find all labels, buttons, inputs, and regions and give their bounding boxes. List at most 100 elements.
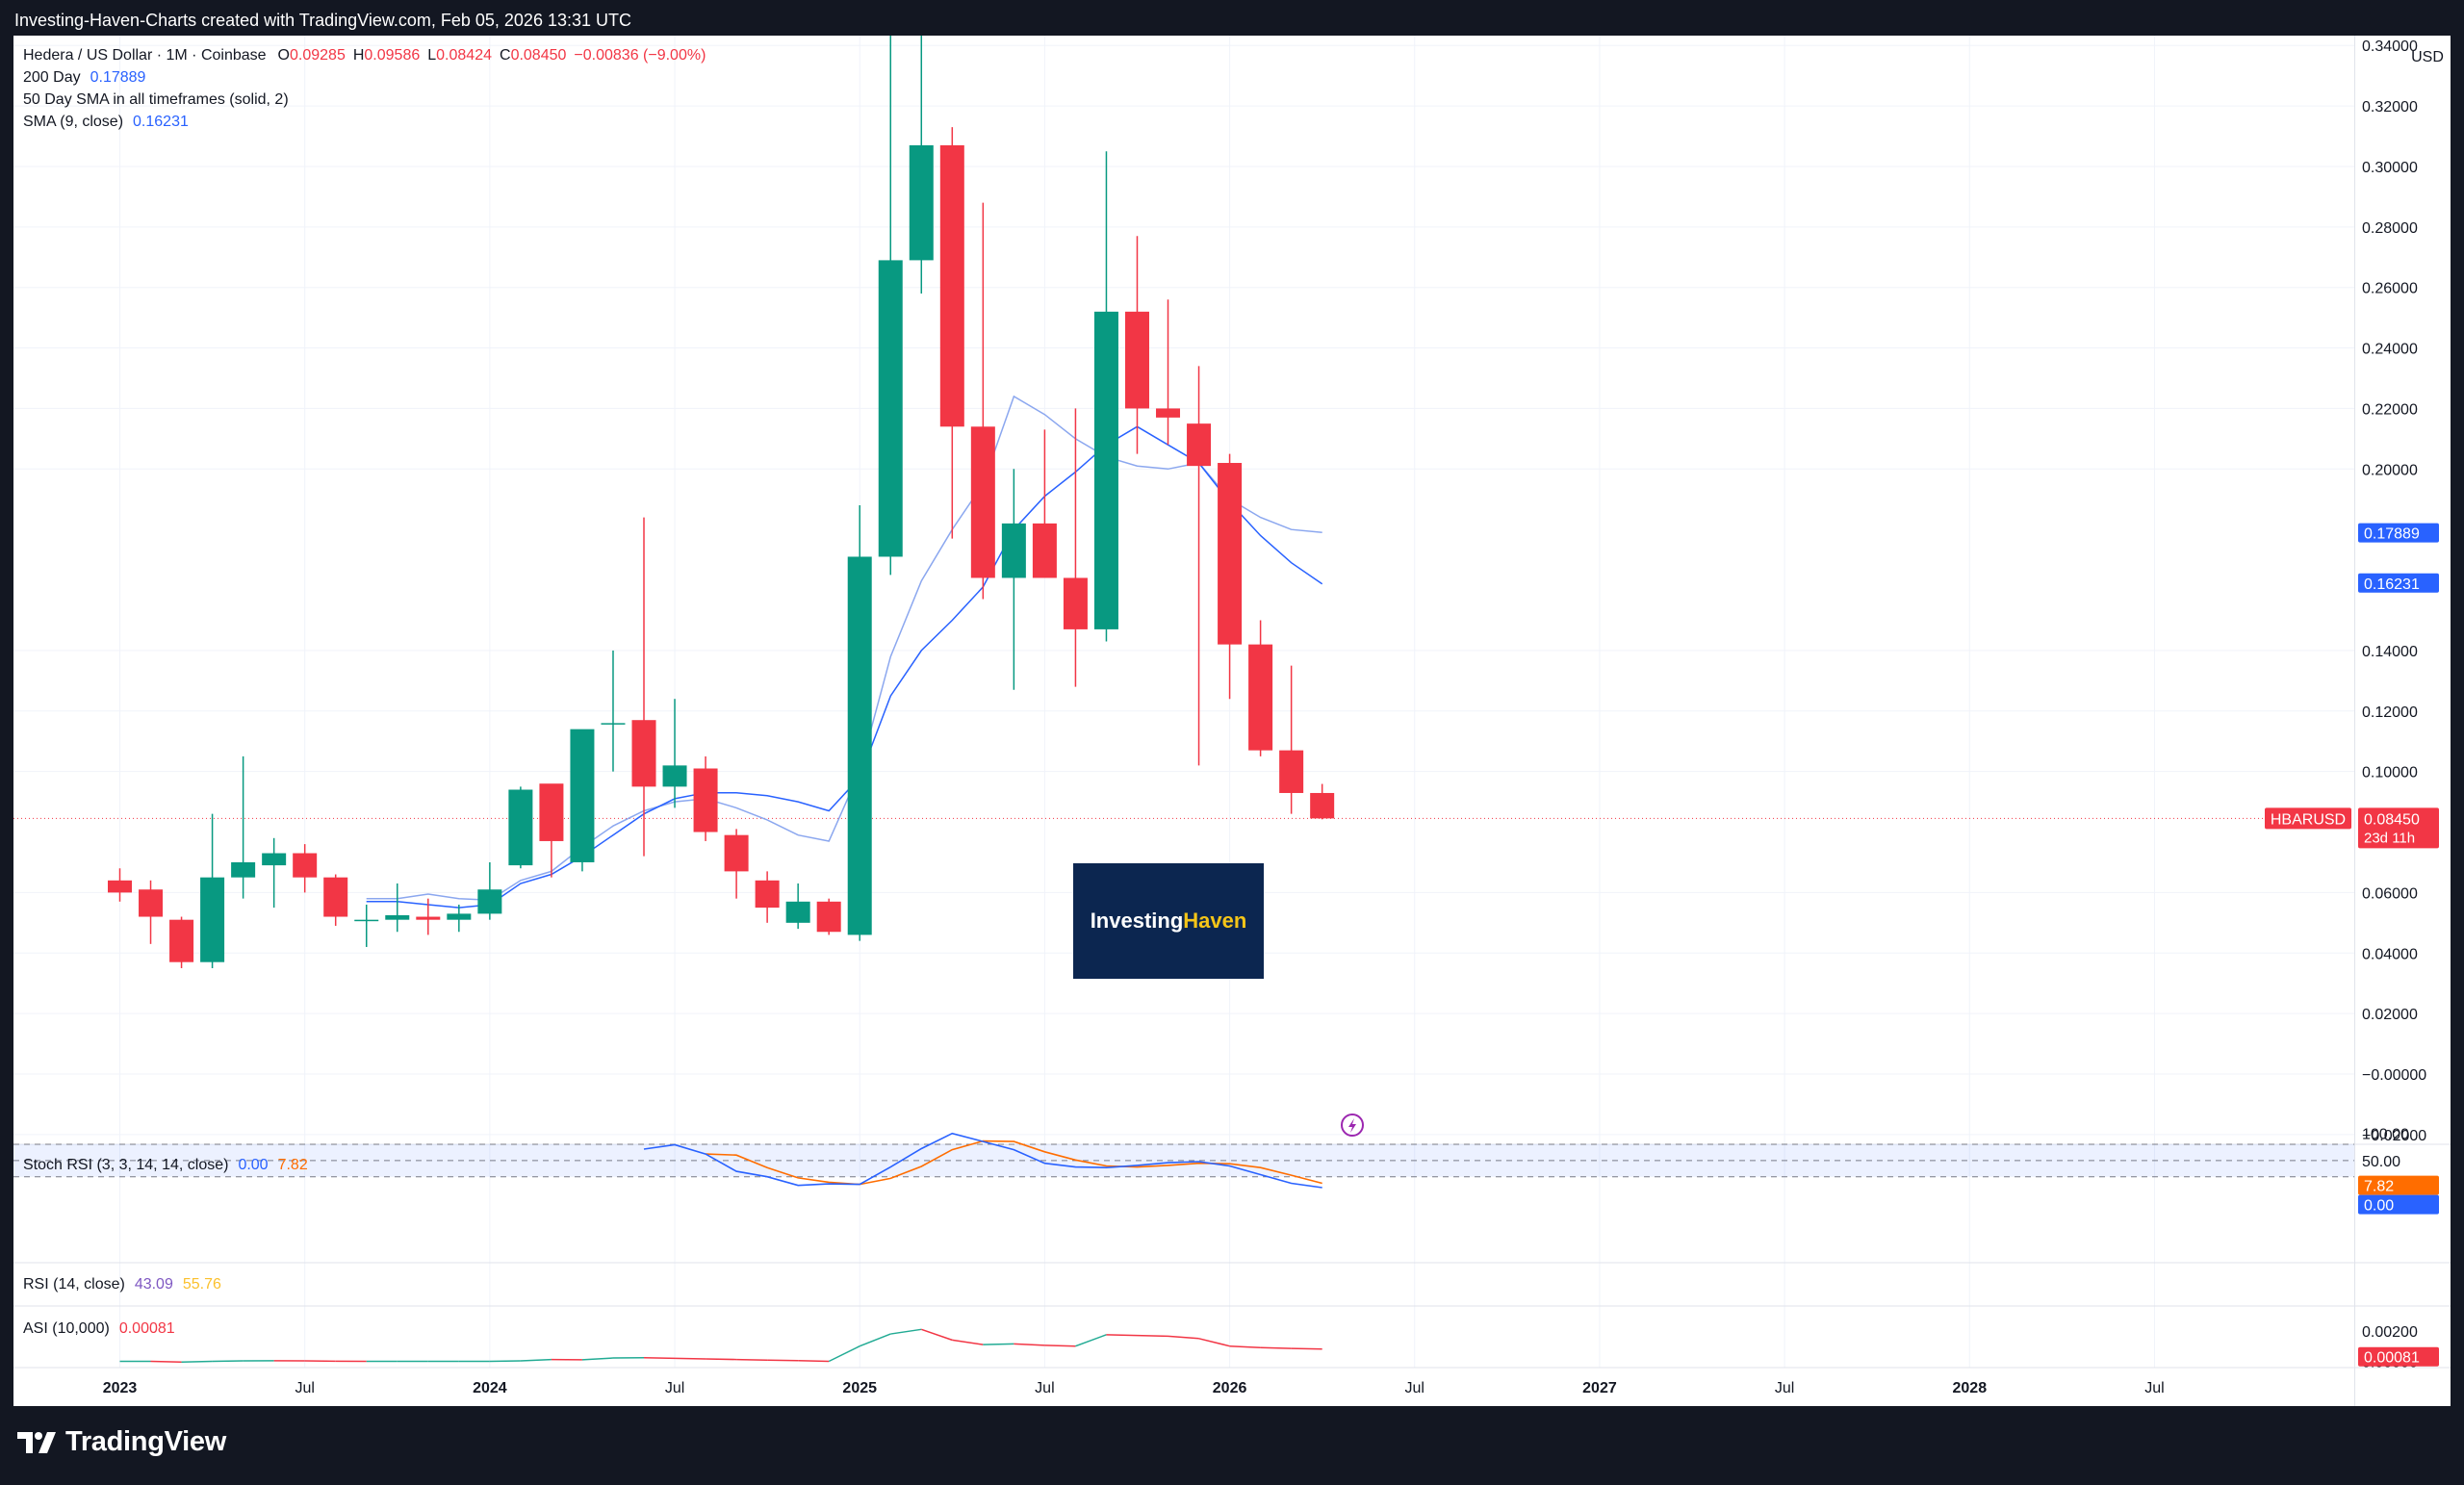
candle-body[interactable] [323,877,348,917]
asi-axis-tick: 0.00200 [2362,1324,2418,1341]
alert-icon[interactable] [1341,1114,1364,1137]
candle-body[interactable] [816,901,841,933]
price-countdown: 23d 11h [2364,830,2415,846]
axis-tick: 0.06000 [2362,885,2418,902]
candle-body[interactable] [662,765,687,787]
sma200-line[interactable] [366,395,1322,901]
candle-body[interactable] [231,861,256,878]
legend-close: 0.08450 [511,47,567,64]
tradingview-logo-icon [17,1431,56,1453]
candle-body[interactable] [416,916,441,920]
candle-body[interactable] [1310,792,1335,819]
candle-body[interactable] [447,913,472,920]
candle-body[interactable] [878,260,903,557]
candle-body[interactable] [631,720,656,787]
candle-body[interactable] [570,729,595,862]
candle-body[interactable] [755,880,780,909]
axis-tick: 0.30000 [2362,160,2418,176]
candle-body[interactable] [108,880,132,893]
candle-body[interactable] [508,789,533,866]
chart-canvas[interactable]: InvestingHaven USD0.420000.400000.380000… [13,36,2451,1406]
legend-asi-value: 0.00081 [119,1320,175,1337]
candle-body[interactable] [477,889,502,914]
candle-body[interactable] [200,877,225,962]
asi-segment [706,1358,737,1361]
watermark: InvestingHaven [1073,863,1264,979]
price-pane[interactable]: InvestingHaven [13,36,2354,1137]
sma200-series [366,395,1322,901]
axis-tick: 0.04000 [2362,946,2418,962]
sma9-line[interactable] [366,425,1323,909]
axis-tick: 0.28000 [2362,220,2418,237]
asi-segment [1260,1346,1292,1349]
candle-body[interactable] [693,768,718,832]
stoch-rsi-pane[interactable] [13,1132,2354,1189]
alert-icon-ring [1341,1114,1364,1137]
asi-segment [736,1358,768,1361]
asi-pane[interactable] [119,1328,1322,1364]
candle-body[interactable] [139,889,164,917]
legend-low-label: L [427,47,436,64]
candle-body[interactable] [1001,523,1026,578]
stoch-axis-tick: 50.00 [2362,1154,2400,1170]
tradingview-brand[interactable]: TradingView [15,1426,226,1458]
asi-segment [1014,1343,1045,1346]
candle-body[interactable] [909,144,934,261]
axis-tick: 0.12000 [2362,704,2418,721]
candle-body[interactable] [970,426,995,578]
legend-asi-label: ASI (10,000) [23,1320,110,1337]
asi-segment [798,1359,830,1363]
legend-row-sma9[interactable]: SMA (9, close) 0.16231 [23,114,189,130]
candle-body[interactable] [539,783,564,841]
sma9-series [366,425,1323,909]
asi-segment [1075,1334,1107,1347]
candle-body[interactable] [1218,463,1243,645]
legend-asi[interactable]: ASI (10,000) 0.00081 [23,1320,175,1337]
asi-segment [1137,1334,1168,1338]
candle-body[interactable] [1187,423,1212,467]
candle-body[interactable] [847,556,872,935]
symbol-badge-bg [2265,807,2351,830]
candle-body[interactable] [262,853,287,866]
stoch-d-line[interactable] [706,1139,1322,1186]
symbol-badge: HBARUSD [2271,811,2346,828]
tradingview-wordmark: TradingView [65,1426,226,1457]
legend-sma50-label[interactable]: 50 Day SMA in all timeframes (solid, 2) [23,91,289,108]
candle-body[interactable] [1248,644,1273,751]
candle-body[interactable] [354,919,379,922]
stoch-k-line[interactable] [643,1132,1322,1189]
asi-segment [1168,1335,1199,1340]
candle-body[interactable] [293,853,318,878]
time-axis[interactable]: 2023 Jul 2024 Jul 2025 Jul 2026 Jul 2027 Jul 2028 J… [103,1380,2165,1396]
axis-tick: 0.32000 [2362,99,2418,115]
candle-body[interactable] [1063,577,1088,629]
chart-area[interactable]: InvestingHaven USD0.420000.400000.380000… [13,36,2451,1406]
axis-tick: 0.24000 [2362,342,2418,358]
candle-body[interactable] [1032,523,1057,578]
legend-row-sma200[interactable]: 200 Day 0.17889 [23,69,146,86]
candle-body[interactable] [1156,408,1181,418]
sma9-badge-bg [2358,573,2439,593]
candle-body[interactable] [939,144,964,427]
candle-body[interactable] [385,914,410,920]
watermark-part1: Investing [1091,909,1184,933]
price-axis[interactable]: USD0.420000.400000.380000.360000.340000.… [2265,36,2444,1371]
candle-body[interactable] [1279,750,1304,793]
grid [13,36,2451,1406]
legend-stoch-k: 0.00 [238,1157,268,1173]
legend-rsi[interactable]: RSI (14, close) 43.09 55.76 [23,1276,221,1293]
legend-open: 0.09285 [290,47,346,64]
candle-body[interactable] [601,723,626,725]
stoch-d-badge-bg [2358,1175,2439,1195]
axis-tick: 0.14000 [2362,644,2418,660]
asi-segment [890,1328,922,1335]
candle-body[interactable] [785,901,810,923]
legend-stoch-rsi[interactable]: Stoch RSI (3, 3, 14, 14, close) 0.00 7.82 [23,1157,308,1173]
watermark-text: InvestingHaven [1091,909,1247,933]
candle-body[interactable] [169,919,194,962]
asi-segment [581,1357,614,1361]
candle-body[interactable] [1124,311,1149,409]
time-axis-label: 2028 [1953,1380,1988,1396]
candle-body[interactable] [724,834,749,872]
candle-body[interactable] [1093,311,1118,629]
